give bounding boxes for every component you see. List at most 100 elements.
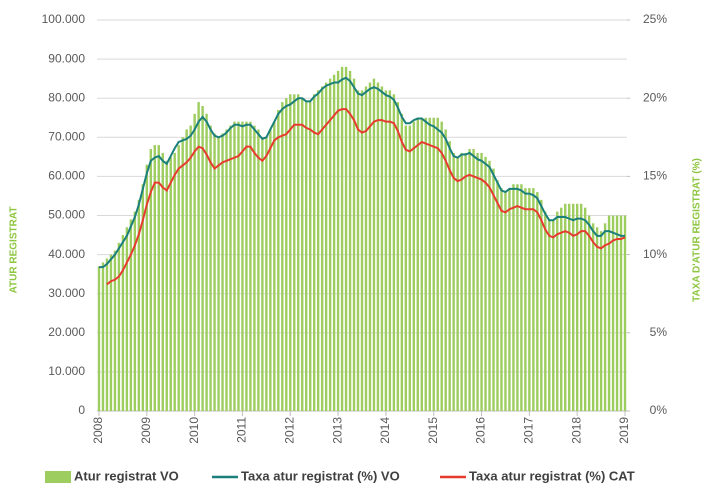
bar [372,78,376,412]
bar [209,125,212,411]
bar [241,121,244,411]
bar [619,215,623,411]
x-tick-label: 2014 [378,417,392,444]
bar [352,78,356,412]
bar [141,184,145,411]
bar [512,184,515,411]
x-tick-label: 2017 [522,417,536,444]
bar [536,192,539,411]
bar [157,145,160,411]
x-tick-label: 2012 [282,417,296,444]
bar [340,66,344,412]
bar [416,117,419,411]
bar [324,82,328,411]
bar [269,129,272,412]
bar [328,78,332,412]
x-tick-label: 2008 [91,417,105,444]
bar [277,109,280,412]
bar [249,121,252,411]
bar [368,82,372,411]
bar [444,129,447,412]
bar [516,184,519,411]
bar [189,125,192,411]
bar [181,137,184,412]
legend-label: Atur registrat VO [74,468,179,483]
bar [524,188,527,411]
bar [309,102,312,412]
legend-label: Taxa atur registrat (%) VO [241,468,400,483]
y-tick-label: 60.000 [48,169,85,183]
bar [233,121,236,411]
bar [113,250,117,411]
line [106,108,626,286]
bar [611,215,615,411]
bar [464,152,467,411]
bar [520,184,523,411]
legend-label: Taxa atur registrat (%) CAT [469,468,635,483]
y2-tick-label: 20% [643,90,667,104]
bar [480,152,483,411]
bar [591,223,595,411]
bar [560,207,563,411]
bar [460,152,463,411]
bar [245,121,248,411]
bar [344,66,348,412]
bar [360,90,364,411]
line [98,76,626,269]
x-tick-label: 2010 [187,417,201,444]
bar [121,235,125,411]
bar [599,231,603,411]
bar [265,137,268,412]
bar [173,152,176,411]
bar [261,137,264,412]
bar [575,203,579,411]
y-tick-label: 70.000 [48,129,85,143]
bar [109,254,113,411]
bar [540,199,543,411]
bar [221,133,224,411]
bar [225,129,228,412]
bar [384,90,388,411]
y-tick-label: 100.000 [42,12,86,26]
bar [332,74,336,412]
bar [229,125,232,411]
bar [297,94,300,411]
bar [500,188,503,411]
y2-tick-label: 0% [650,403,668,417]
bar [556,211,559,411]
x-tick-label: 2016 [474,417,488,444]
bar [440,121,443,411]
bar [452,152,455,411]
x-tick-label: 2013 [330,417,344,444]
bar [408,125,412,411]
bar [572,203,575,411]
y-tick-label: 50.000 [48,208,85,222]
bar [392,94,396,411]
bar [133,211,137,411]
bar [432,117,435,411]
bar [436,117,439,411]
bar [177,145,180,411]
bar [564,203,567,411]
bar [193,113,196,411]
bar [484,156,487,411]
bar [293,94,296,411]
bar [448,141,451,411]
bar [285,98,288,411]
bar [169,156,172,411]
bar [305,102,308,412]
bar [376,82,380,411]
legend-swatch [45,471,71,483]
bar [237,121,240,411]
bar [201,106,204,412]
y-tick-label: 0 [78,403,85,417]
bar [587,215,591,411]
bar [508,188,511,411]
bar [396,102,400,412]
bar [472,149,475,411]
bar [289,94,292,411]
bar [97,266,101,411]
bar [400,113,404,411]
x-tick-label: 2011 [235,417,249,443]
